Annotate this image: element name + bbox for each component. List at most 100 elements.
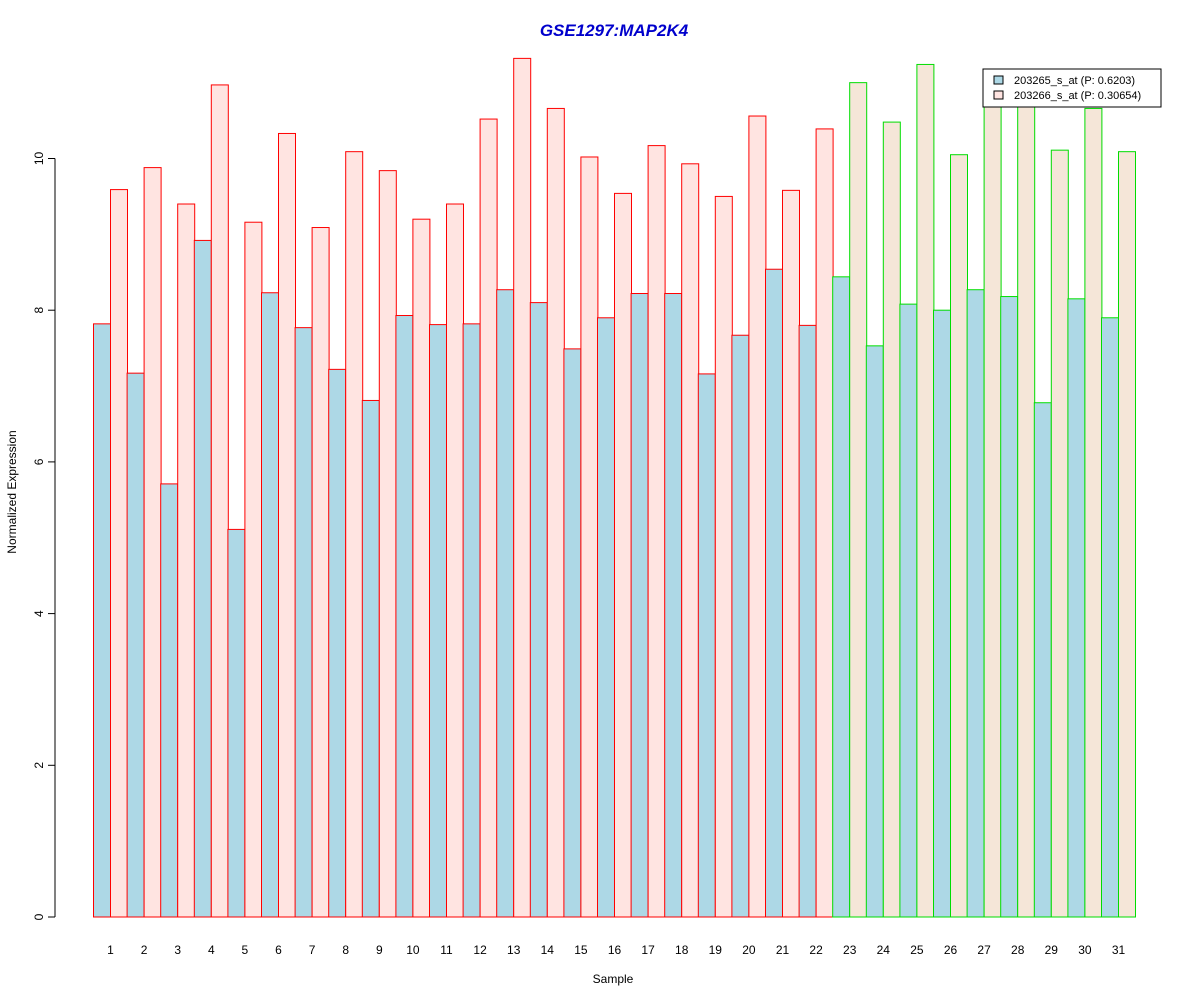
bar-203266-sample-21 (782, 189, 800, 918)
x-tick-label: 9 (376, 943, 383, 957)
bar-203266-sample-9 (378, 170, 397, 918)
bar-203265-sample-28 (1000, 296, 1019, 918)
bar-203265-sample-22 (798, 324, 817, 918)
x-tick-label: 6 (275, 943, 282, 957)
bar-203265-sample-27 (966, 289, 985, 918)
bar-203265-sample-4 (193, 239, 212, 918)
legend-box (982, 68, 1162, 108)
bar-203266-sample-3 (177, 203, 196, 918)
x-tick-label: 2 (141, 943, 148, 957)
chart-title: GSE1297:MAP2K4 (540, 21, 689, 40)
y-tick-label: 6 (32, 458, 46, 465)
bar-203266-sample-25 (916, 63, 935, 918)
bar-203266-sample-20 (748, 115, 767, 918)
bar-203265-sample-29 (1033, 402, 1052, 918)
bar-203265-sample-9 (361, 399, 380, 918)
bar-203265-sample-8 (328, 368, 347, 918)
bar-203265-sample-19 (697, 373, 716, 918)
x-tick-label: 25 (910, 943, 924, 957)
bar-203266-sample-15 (580, 156, 599, 918)
bar-203265-sample-16 (597, 317, 615, 918)
bar-203265-sample-18 (664, 293, 683, 918)
x-tick-label: 30 (1078, 943, 1092, 957)
legend: 203265_s_at (P: 0.6203) 203266_s_at (P: 0… (982, 68, 1162, 108)
x-tick-label: 3 (174, 943, 181, 957)
legend-swatch (993, 75, 1004, 85)
legend-swatch (993, 90, 1004, 100)
x-tick-label: 22 (809, 943, 823, 957)
x-tick-label: 23 (843, 943, 857, 957)
bar-203265-sample-20 (731, 334, 750, 918)
bar-203265-sample-3 (160, 483, 179, 918)
bar-203265-sample-2 (126, 372, 145, 918)
bar-203265-sample-25 (899, 303, 918, 918)
bar-203266-sample-1 (110, 189, 128, 918)
x-tick-label: 1 (107, 943, 114, 957)
bar-203265-sample-23 (832, 276, 851, 918)
x-tick-label: 20 (742, 943, 756, 957)
bar-203266-sample-31 (1118, 151, 1136, 918)
bar-203265-sample-31 (1101, 317, 1119, 918)
x-tick-label: 29 (1045, 943, 1059, 957)
x-tick-label: 8 (342, 943, 349, 957)
bar-203266-sample-17 (647, 145, 666, 918)
bar-203266-sample-7 (311, 227, 330, 918)
y-axis: 0 2 4 6 8 10 (32, 152, 56, 920)
x-tick-label: 4 (208, 943, 215, 957)
bar-203266-sample-14 (546, 107, 565, 918)
bars (93, 57, 1136, 918)
bar-203266-sample-24 (882, 121, 901, 918)
bar-203265-sample-15 (563, 348, 582, 918)
y-axis-label: Normalized Expression (5, 430, 19, 553)
x-tick-label: 31 (1112, 943, 1126, 957)
bar-203266-sample-16 (614, 192, 632, 918)
bar-203266-sample-27 (983, 104, 1002, 918)
x-tick-label: 17 (641, 943, 655, 957)
bar-203266-sample-30 (1084, 107, 1103, 918)
bar-203265-sample-1 (93, 323, 111, 918)
x-tick-label: 19 (709, 943, 723, 957)
bar-203266-sample-11 (446, 203, 464, 918)
x-tick-label: 11 (440, 943, 453, 957)
x-tick-label: 12 (473, 943, 487, 957)
x-tick-label: 28 (1011, 943, 1025, 957)
y-tick-label: 0 (32, 913, 46, 920)
bar-203266-sample-22 (815, 128, 834, 918)
bar-203266-sample-5 (244, 221, 263, 918)
bar-203266-sample-28 (1017, 104, 1036, 918)
y-tick-label: 10 (32, 152, 46, 166)
bar-203265-sample-24 (865, 345, 884, 918)
bar-203265-sample-21 (765, 268, 783, 918)
bar-203266-sample-23 (849, 82, 868, 918)
bar-203265-sample-7 (294, 327, 313, 918)
x-axis-label: Sample (593, 972, 634, 986)
bar-203265-sample-13 (496, 289, 515, 918)
y-tick-label: 4 (32, 610, 46, 617)
x-tick-label: 15 (574, 943, 588, 957)
y-tick-label: 2 (32, 762, 46, 769)
bar-203266-sample-2 (143, 167, 162, 918)
bar-203265-sample-12 (462, 323, 481, 918)
x-tick-label: 14 (541, 943, 555, 957)
x-tick-label: 5 (242, 943, 249, 957)
bar-203266-sample-6 (278, 132, 296, 918)
bar-203266-sample-13 (513, 57, 532, 918)
x-tick-label: 13 (507, 943, 521, 957)
bar-203266-sample-4 (210, 84, 229, 918)
x-tick-label: 16 (608, 943, 622, 957)
bar-203266-sample-8 (345, 151, 364, 918)
bar-203265-sample-26 (933, 309, 951, 918)
bar-203266-sample-12 (479, 118, 498, 918)
bar-203265-sample-11 (429, 324, 447, 918)
bar-203265-sample-10 (395, 315, 414, 918)
bar-203265-sample-17 (630, 293, 649, 918)
bar-203265-sample-14 (529, 302, 548, 918)
bar-203265-sample-5 (227, 528, 246, 918)
x-axis-labels: 1 2 3 4 5 6 7 8 9 10 11 12 13 14 15 16 17 18 19 20 21 22 23 24 2… (107, 943, 1125, 957)
x-tick-label: 21 (776, 943, 790, 957)
bar-203265-sample-30 (1067, 298, 1086, 918)
legend-entry-label: 203265_s_at (P: 0.6203) (1014, 75, 1135, 87)
bar-203266-sample-19 (714, 195, 733, 918)
bar-203266-sample-18 (681, 163, 700, 918)
x-tick-label: 7 (309, 943, 316, 957)
